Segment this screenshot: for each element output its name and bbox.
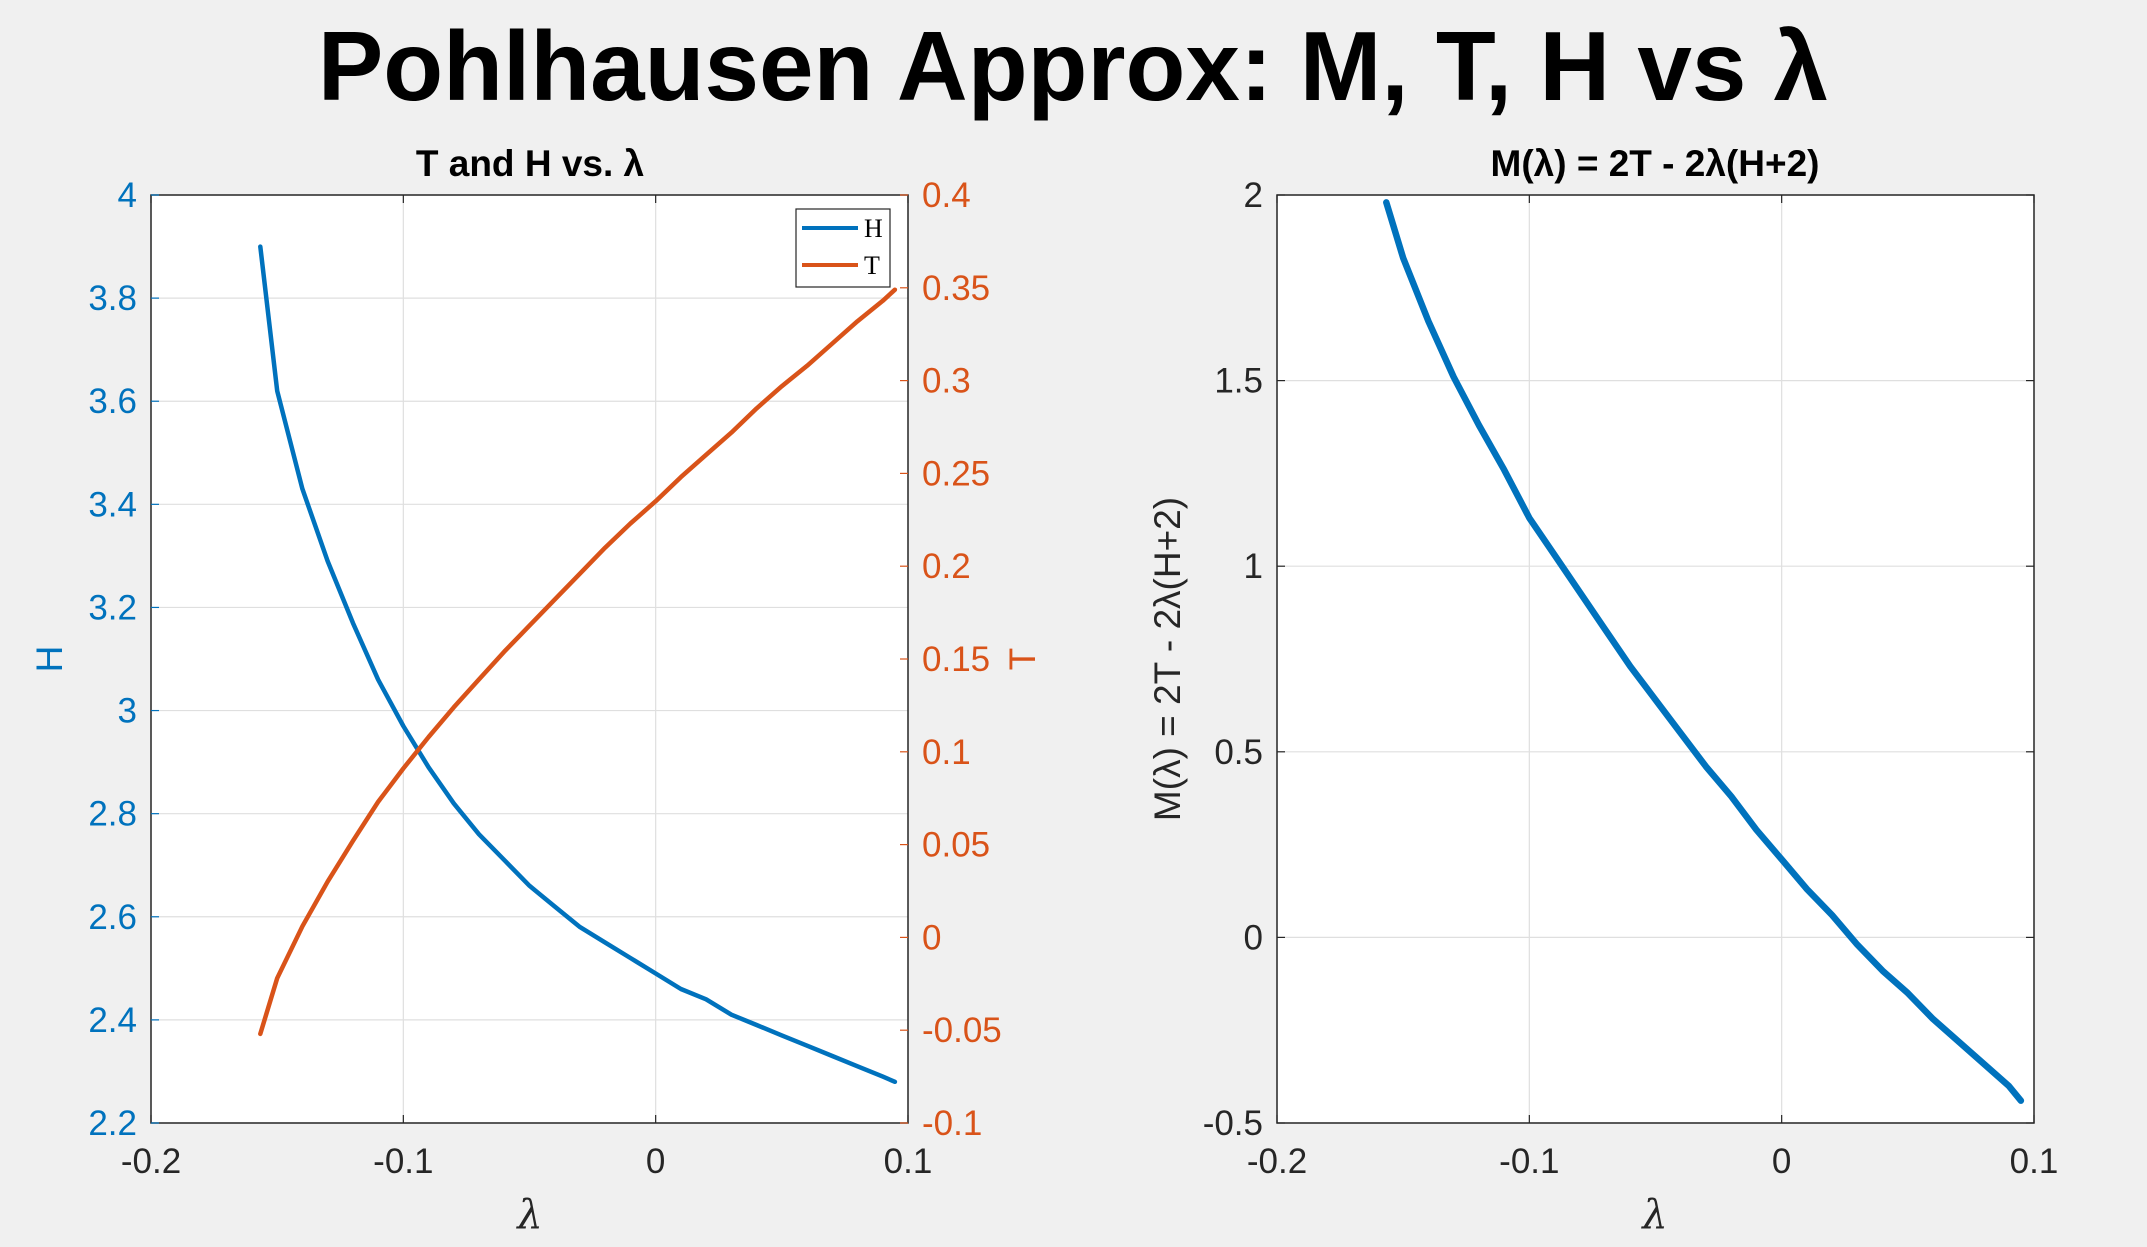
y-tick-label-h: 3 [118, 692, 137, 731]
legend-label-h: H [864, 214, 883, 243]
x-axis-label-left: λ [515, 1192, 542, 1238]
x-tick-label: 0.1 [884, 1142, 933, 1181]
y-tick-label-h: 3.4 [88, 485, 137, 524]
y-tick-label-h: 2.6 [88, 898, 137, 937]
y-tick-label-t: 0.1 [922, 733, 971, 772]
series-line-h [258, 244, 898, 1085]
y-tick-label-m: 0 [1244, 918, 1263, 957]
ticks-right: -0.2 -0.1 0 0.1 -0.5 0 0.5 1 1.5 2 [1203, 176, 2059, 1181]
y-axis-label-t: T [1002, 648, 1043, 671]
y-tick-label-t: 0.35 [922, 269, 990, 308]
chart-t-and-h: -0.2 -0.1 0 0.1 2.2 2.4 2.6 2.8 3 3.2 3.4 3.6 3.8 4 -0… [29, 143, 1043, 1238]
legend-box [795, 208, 891, 288]
y-tick-label-t: 0.2 [922, 547, 971, 586]
y-tick-label-t: -0.1 [922, 1104, 982, 1143]
plot-area-left [151, 195, 908, 1123]
y-tick-label-t: 0.25 [922, 454, 990, 493]
x-tick-label: 0.1 [2010, 1142, 2059, 1181]
chart-title-right: M(λ) = 2T - 2λ(H+2) [1491, 143, 1820, 184]
y-tick-label-m: -0.5 [1203, 1104, 1263, 1143]
series-line-t [258, 287, 898, 1037]
series-left [258, 244, 898, 1085]
ticks-left: -0.2 -0.1 0 0.1 2.2 2.4 2.6 2.8 3 3.2 3.4 3.6 3.8 4 -0… [88, 176, 1001, 1181]
x-axis-label-right: λ [1640, 1192, 1667, 1238]
legend[interactable]: H T [795, 208, 891, 288]
y-tick-label-h: 2.2 [88, 1104, 137, 1143]
y-tick-label-t: 0.4 [922, 176, 971, 215]
y-tick-label-m: 1.5 [1214, 362, 1263, 401]
y-tick-label-h: 4 [118, 176, 137, 215]
plot-frame-right [1276, 194, 2035, 1124]
plot-area-right [1277, 195, 2034, 1123]
y-tick-label-h: 3.8 [88, 279, 137, 318]
y-tick-label-t: -0.05 [922, 1011, 1002, 1050]
y-tick-label-h: 3.6 [88, 382, 137, 421]
chart-title-left: T and H vs. λ [416, 143, 645, 184]
x-tick-label: -0.2 [121, 1142, 181, 1181]
chart-m-lambda: -0.2 -0.1 0 0.1 -0.5 0 0.5 1 1.5 2 M(λ) = 2T - 2λ… [1147, 143, 2058, 1238]
y-axis-label-m: M(λ) = 2T - 2λ(H+2) [1147, 497, 1188, 821]
y-tick-label-t: 0.15 [922, 640, 990, 679]
x-tick-label: 0 [646, 1142, 665, 1181]
y-tick-label-h: 2.4 [88, 1001, 137, 1040]
y-tick-label-m: 2 [1244, 176, 1263, 215]
series-right [1383, 199, 2025, 1104]
legend-label-t: T [864, 251, 880, 280]
x-tick-label: -0.1 [373, 1142, 433, 1181]
y-tick-label-h: 3.2 [88, 588, 137, 627]
y-axis-label-h: H [29, 646, 70, 673]
x-tick-label: -0.2 [1247, 1142, 1307, 1181]
x-tick-label: -0.1 [1499, 1142, 1559, 1181]
y-tick-label-m: 0.5 [1214, 733, 1263, 772]
figure-title: Pohlhausen Approx: M, T, H vs λ [318, 11, 1828, 121]
y-tick-label-t: 0.3 [922, 362, 971, 401]
y-tick-label-t: 0.05 [922, 826, 990, 865]
y-tick-label-m: 1 [1244, 547, 1263, 586]
x-tick-label: 0 [1772, 1142, 1791, 1181]
y-tick-label-t: 0 [922, 918, 941, 957]
y-tick-label-h: 2.8 [88, 795, 137, 834]
series-line-m [1383, 199, 2025, 1104]
